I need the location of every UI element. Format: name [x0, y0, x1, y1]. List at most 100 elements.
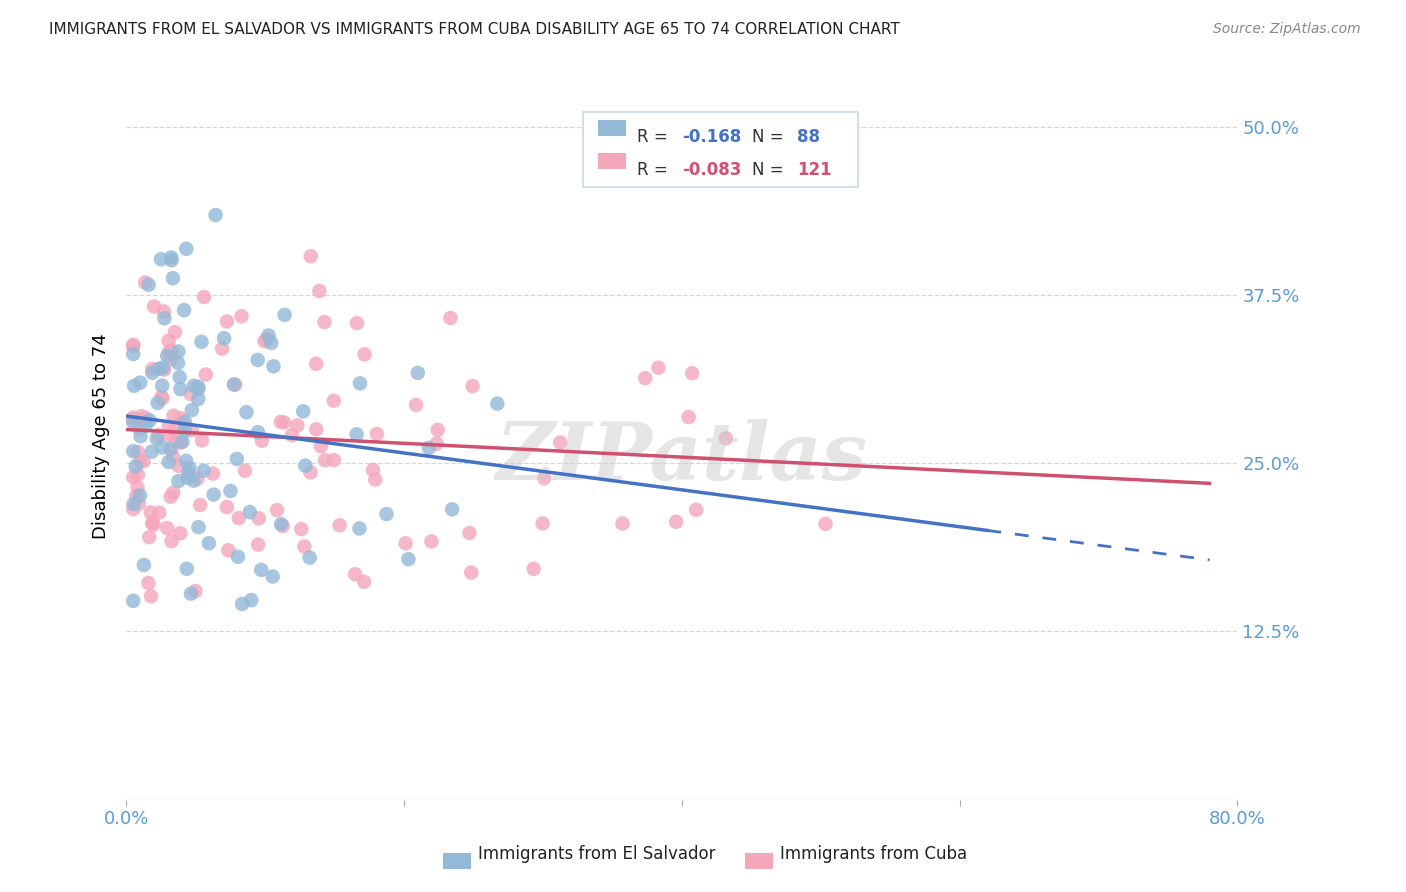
- Point: [150, 390, 173, 404]
- Point: [290, 522, 312, 536]
- Point: [394, 536, 416, 550]
- Point: [681, 366, 703, 380]
- Point: [193, 464, 215, 478]
- Point: [305, 422, 328, 436]
- Point: [246, 425, 269, 440]
- Point: [141, 444, 163, 458]
- Point: [361, 463, 384, 477]
- Text: IMMIGRANTS FROM EL SALVADOR VS IMMIGRANTS FROM CUBA DISABILITY AGE 65 TO 74 CORR: IMMIGRANTS FROM EL SALVADOR VS IMMIGRANT…: [49, 22, 900, 37]
- Point: [226, 549, 249, 564]
- Point: [222, 377, 245, 392]
- Point: [246, 353, 269, 368]
- Point: [204, 208, 226, 222]
- Point: [180, 586, 202, 600]
- Point: [167, 344, 190, 359]
- Point: [122, 410, 145, 425]
- Point: [122, 444, 145, 458]
- Point: [329, 518, 352, 533]
- Point: [173, 424, 195, 438]
- Point: [122, 470, 145, 484]
- Point: [292, 540, 315, 554]
- Point: [139, 589, 162, 603]
- Point: [135, 411, 157, 425]
- Point: [153, 362, 176, 376]
- Point: [174, 419, 197, 434]
- Point: [141, 516, 163, 530]
- Point: [314, 315, 336, 329]
- Point: [122, 339, 145, 353]
- Point: [143, 300, 166, 314]
- Point: [523, 562, 546, 576]
- Point: [150, 378, 173, 392]
- Point: [135, 418, 157, 433]
- Point: [270, 415, 292, 429]
- Point: [263, 359, 285, 374]
- Point: [183, 474, 205, 488]
- Point: [184, 584, 207, 599]
- Point: [217, 543, 239, 558]
- Point: [173, 303, 195, 318]
- Point: [461, 379, 484, 393]
- Point: [169, 526, 191, 541]
- Point: [179, 386, 201, 401]
- Point: [240, 593, 263, 607]
- Point: [215, 314, 238, 328]
- Point: [148, 506, 170, 520]
- Point: [285, 418, 308, 433]
- Point: [128, 497, 150, 511]
- Point: [186, 472, 208, 486]
- Point: [349, 521, 371, 535]
- Point: [194, 368, 217, 382]
- Point: [375, 507, 398, 521]
- Point: [127, 445, 149, 459]
- Point: [148, 361, 170, 376]
- Point: [665, 515, 688, 529]
- Point: [167, 474, 190, 488]
- Point: [122, 379, 145, 393]
- Point: [160, 251, 183, 265]
- Point: [167, 356, 190, 370]
- Text: N =: N =: [752, 161, 789, 178]
- Point: [405, 398, 427, 412]
- Point: [187, 382, 209, 396]
- Point: [198, 536, 221, 550]
- Point: [165, 435, 187, 450]
- Point: [273, 308, 295, 322]
- Point: [647, 360, 669, 375]
- Point: [169, 435, 191, 450]
- Point: [174, 415, 197, 429]
- Point: [314, 453, 336, 467]
- Point: [170, 411, 193, 425]
- Point: [162, 485, 184, 500]
- Point: [138, 413, 160, 427]
- Point: [250, 563, 273, 577]
- Point: [298, 550, 321, 565]
- Point: [146, 396, 169, 410]
- Point: [270, 517, 292, 532]
- Point: [548, 435, 571, 450]
- Point: [250, 434, 273, 448]
- Point: [129, 488, 152, 502]
- Point: [612, 516, 634, 531]
- Point: [814, 516, 837, 531]
- Point: [145, 432, 167, 446]
- Point: [322, 393, 344, 408]
- Point: [159, 490, 181, 504]
- Point: [193, 290, 215, 304]
- Point: [134, 276, 156, 290]
- Point: [219, 483, 242, 498]
- Point: [157, 334, 180, 348]
- Point: [364, 473, 387, 487]
- Point: [129, 429, 152, 443]
- Point: [176, 242, 198, 256]
- Point: [366, 426, 388, 441]
- Point: [174, 454, 197, 468]
- Text: N =: N =: [752, 128, 789, 145]
- Point: [180, 403, 202, 417]
- Point: [125, 459, 148, 474]
- Point: [228, 511, 250, 525]
- Point: [439, 310, 461, 325]
- Point: [179, 460, 201, 475]
- Text: Source: ZipAtlas.com: Source: ZipAtlas.com: [1213, 22, 1361, 37]
- Point: [294, 458, 316, 473]
